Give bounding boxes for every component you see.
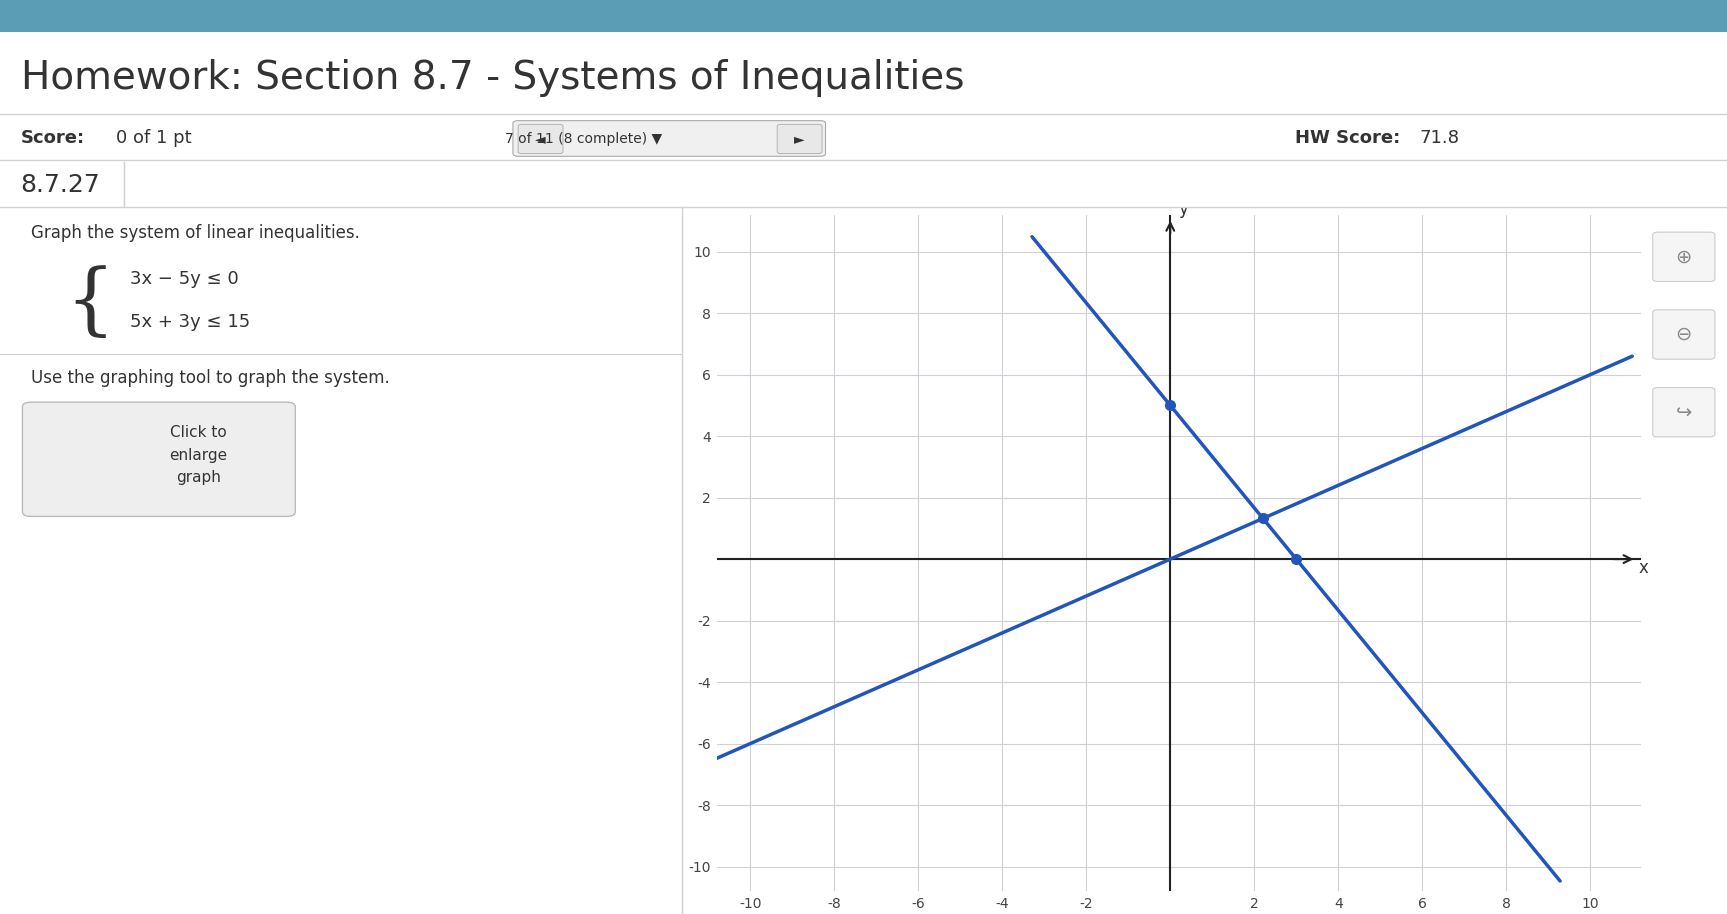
- Text: Use the graphing tool to graph the system.: Use the graphing tool to graph the syste…: [31, 369, 390, 388]
- Text: 3x − 5y ≤ 0: 3x − 5y ≤ 0: [130, 270, 238, 288]
- Text: ⊕: ⊕: [1675, 248, 1692, 266]
- Text: Score:: Score:: [21, 129, 85, 147]
- Text: ⊖: ⊖: [1675, 325, 1692, 344]
- Text: {: {: [66, 266, 116, 341]
- Text: HW Score:: HW Score:: [1295, 129, 1401, 147]
- Text: 71.8: 71.8: [1420, 129, 1459, 147]
- Text: 5x + 3y ≤ 15: 5x + 3y ≤ 15: [130, 313, 250, 331]
- Text: 7 of 11 (8 complete) ▼: 7 of 11 (8 complete) ▼: [506, 132, 661, 146]
- Text: y: y: [1178, 200, 1188, 218]
- Text: 8.7.27: 8.7.27: [21, 173, 100, 197]
- Text: ►: ►: [794, 132, 805, 146]
- Text: Click to
enlarge
graph: Click to enlarge graph: [169, 426, 228, 484]
- Text: ◄: ◄: [535, 132, 546, 146]
- Text: 0 of 1 pt: 0 of 1 pt: [116, 129, 192, 147]
- Text: Homework: Section 8.7 - Systems of Inequalities: Homework: Section 8.7 - Systems of Inequ…: [21, 58, 964, 97]
- Text: Graph the system of linear inequalities.: Graph the system of linear inequalities.: [31, 224, 359, 242]
- Text: ↪: ↪: [1675, 403, 1692, 421]
- Text: x: x: [1639, 559, 1649, 578]
